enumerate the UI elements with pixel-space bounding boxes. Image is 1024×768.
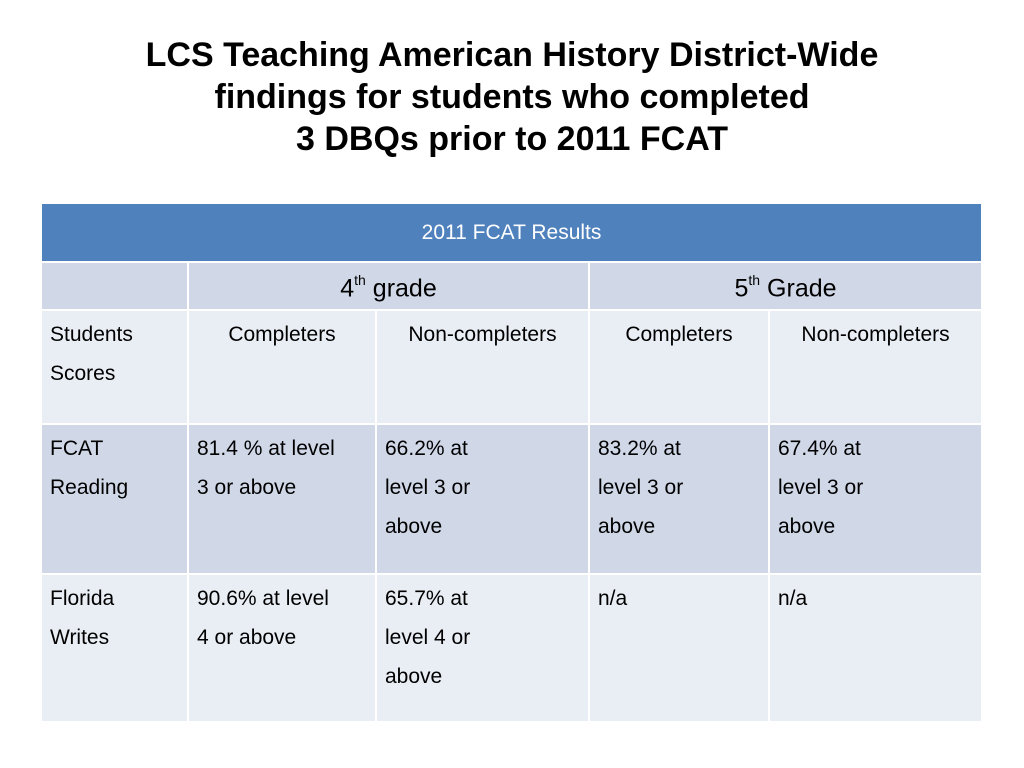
- grade-4-label: grade: [372, 274, 437, 303]
- table-row: Florida Writes 90.6% at level 4 or above…: [42, 574, 984, 723]
- table-cell: 67.4% at level 3 or above: [769, 424, 984, 575]
- grade-5-sup: th: [748, 272, 761, 289]
- subheader-row: Students Scores Completers Non-completer…: [42, 310, 984, 425]
- row-label-header-line: Students: [50, 323, 133, 346]
- cell-line: 65.7% at: [385, 587, 468, 610]
- cell-line: above: [385, 515, 443, 538]
- cell-line: n/a: [778, 587, 808, 610]
- cell-line: 81.4 % at level: [197, 437, 335, 460]
- subheader-cell: Non-completers: [769, 310, 984, 425]
- row-label-header: Students Scores: [42, 310, 189, 425]
- cell-line: 90.6% at level: [197, 587, 329, 610]
- table-cell: 90.6% at level 4 or above: [188, 574, 377, 723]
- cell-line: above: [385, 665, 443, 688]
- cell-line: n/a: [598, 587, 628, 610]
- grade-5-header: 5th Grade: [589, 262, 984, 311]
- title-line-1: LCS Teaching American History District-W…: [145, 36, 879, 74]
- row-label-header-line: Scores: [50, 362, 116, 385]
- grade-5-num: 5: [734, 274, 749, 303]
- cell-line: 83.2% at: [598, 437, 681, 460]
- cell-line: level 3 or: [778, 476, 864, 499]
- cell-line: 67.4% at: [778, 437, 861, 460]
- title-line-3: 3 DBQs prior to 2011 FCAT: [295, 120, 729, 158]
- table-header-row: 2011 FCAT Results: [42, 204, 984, 263]
- cell-line: level 4 or: [385, 626, 471, 649]
- grade-row: 4th grade 5th Grade: [42, 262, 984, 311]
- subheader-cell: Non-completers: [376, 310, 590, 425]
- table-cell: n/a: [769, 574, 984, 723]
- grade-4-num: 4: [340, 274, 355, 303]
- cell-line: above: [598, 515, 656, 538]
- grade-4-header: 4th grade: [188, 262, 590, 311]
- table-header: 2011 FCAT Results: [42, 204, 984, 263]
- table-cell: 65.7% at level 4 or above: [376, 574, 590, 723]
- grade-4-sup: th: [354, 272, 366, 289]
- grade-row-empty-cell: [42, 262, 189, 311]
- cell-line: 66.2% at: [385, 437, 468, 460]
- table-cell: 83.2% at level 3 or above: [589, 424, 770, 575]
- row-label-line: FCAT: [50, 437, 104, 460]
- table-cell: 81.4 % at level 3 or above: [188, 424, 377, 575]
- row-label: Florida Writes: [42, 574, 189, 723]
- cell-line: level 3 or: [385, 476, 471, 499]
- row-label-line: Reading: [50, 476, 129, 499]
- row-label-line: Writes: [50, 626, 110, 649]
- subheader-cell: Completers: [589, 310, 770, 425]
- row-label: FCAT Reading: [42, 424, 189, 575]
- cell-line: 4 or above: [197, 626, 297, 649]
- cell-line: 3 or above: [197, 476, 297, 499]
- cell-line: above: [778, 515, 836, 538]
- table-row: FCAT Reading 81.4 % at level 3 or above …: [42, 424, 984, 575]
- table-cell: n/a: [589, 574, 770, 723]
- grade-5-label: Grade: [767, 274, 837, 303]
- subheader-cell: Completers: [188, 310, 377, 425]
- slide-title: LCS Teaching American History District-W…: [40, 34, 984, 160]
- cell-line: level 3 or: [598, 476, 684, 499]
- results-table: 2011 FCAT Results 4th grade 5th Grade St…: [42, 204, 984, 723]
- title-line-2: findings for students who completed: [214, 78, 810, 116]
- row-label-line: Florida: [50, 587, 115, 610]
- table-cell: 66.2% at level 3 or above: [376, 424, 590, 575]
